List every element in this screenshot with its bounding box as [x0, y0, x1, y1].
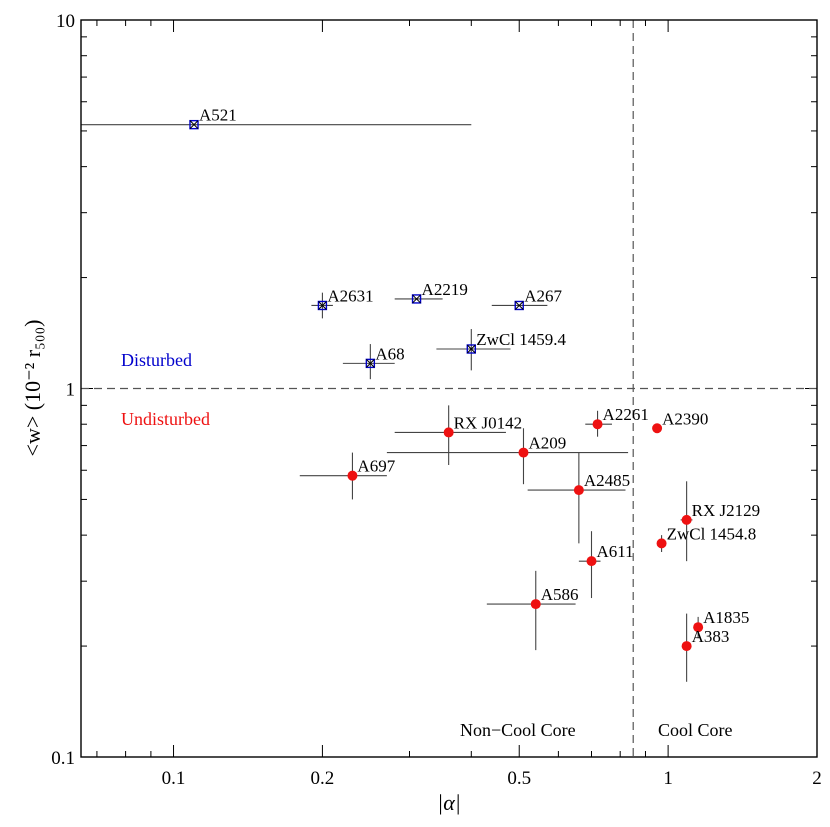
grid-layer: 0.1 0.2 0.5 1 2 0.1 1 10	[51, 11, 822, 789]
data-point-a383	[681, 641, 692, 652]
reference-lines	[81, 20, 817, 757]
point-label-a2261: A2261	[603, 405, 649, 424]
y-tick-label: 1	[66, 380, 76, 401]
y-tick-label: 10	[56, 11, 75, 32]
point-label-a521: A521	[199, 106, 237, 125]
data-point-a267	[514, 300, 524, 311]
data-point-a2219	[411, 294, 422, 304]
x-axis-label: |α|	[437, 790, 461, 815]
region-labels: Disturbed Undisturbed Non−Cool Core Cool…	[121, 350, 733, 740]
region-label-cool-core: Cool Core	[658, 720, 733, 740]
point-label-a68: A68	[375, 344, 404, 363]
data-point-a586	[530, 599, 541, 610]
region-label-non-cool-core: Non−Cool Core	[460, 720, 576, 740]
x-tick-label: 2	[812, 768, 822, 789]
x-tick-label: 1	[663, 768, 673, 789]
x-tick-label: 0.2	[311, 768, 335, 789]
data-point-rx-j2129	[681, 514, 692, 525]
data-point-zwcl-1454-8	[656, 538, 667, 549]
point-label-a209: A209	[528, 434, 566, 453]
point-label-zwcl-1459-4: ZwCl 1459.4	[476, 330, 566, 349]
data-point-a611	[586, 556, 597, 567]
data-point-a521	[189, 119, 199, 130]
data-point-a68	[365, 358, 376, 369]
point-labels: A521 A2631 A2219 A267 ZwCl 1459.4 A68 RX J0142…	[199, 106, 760, 646]
point-label-zwcl-1454-8: ZwCl 1454.8	[667, 524, 757, 543]
data-point-a1835	[693, 622, 704, 633]
point-label-a611: A611	[597, 542, 634, 561]
y-tick-label: 0.1	[51, 748, 75, 769]
data-point-zwcl-1459-4	[466, 344, 476, 354]
point-label-a2390: A2390	[662, 409, 708, 428]
error-bars	[81, 124, 702, 682]
data-point-a2485	[573, 485, 584, 496]
region-label-undisturbed: Undisturbed	[121, 409, 210, 429]
x-tick-label: 0.1	[162, 768, 186, 789]
x-tick-label: 0.5	[507, 768, 531, 789]
data-point-a697	[347, 470, 358, 481]
point-label-a697: A697	[357, 457, 395, 476]
data-point-a2261	[592, 419, 603, 430]
point-label-a586: A586	[541, 585, 579, 604]
region-label-disturbed: Disturbed	[121, 350, 192, 370]
point-label-rx-j2129: RX J2129	[692, 501, 760, 520]
markers	[189, 119, 704, 652]
point-label-a383: A383	[692, 627, 730, 646]
point-label-a1835: A1835	[703, 608, 749, 627]
plot-frame	[80, 19, 818, 758]
point-label-a267: A267	[524, 286, 562, 305]
y-axis-label: <w> (10⁻² r₅₀₀)	[20, 320, 45, 457]
data-point-a2390	[652, 423, 663, 434]
data-point-a2631	[317, 300, 328, 311]
point-label-a2631: A2631	[327, 286, 373, 305]
data-point-rx-j0142	[443, 427, 454, 438]
point-label-rx-j0142: RX J0142	[454, 413, 522, 432]
point-label-a2219: A2219	[422, 280, 468, 299]
data-point-a209	[518, 447, 529, 458]
point-label-a2485: A2485	[584, 471, 630, 490]
